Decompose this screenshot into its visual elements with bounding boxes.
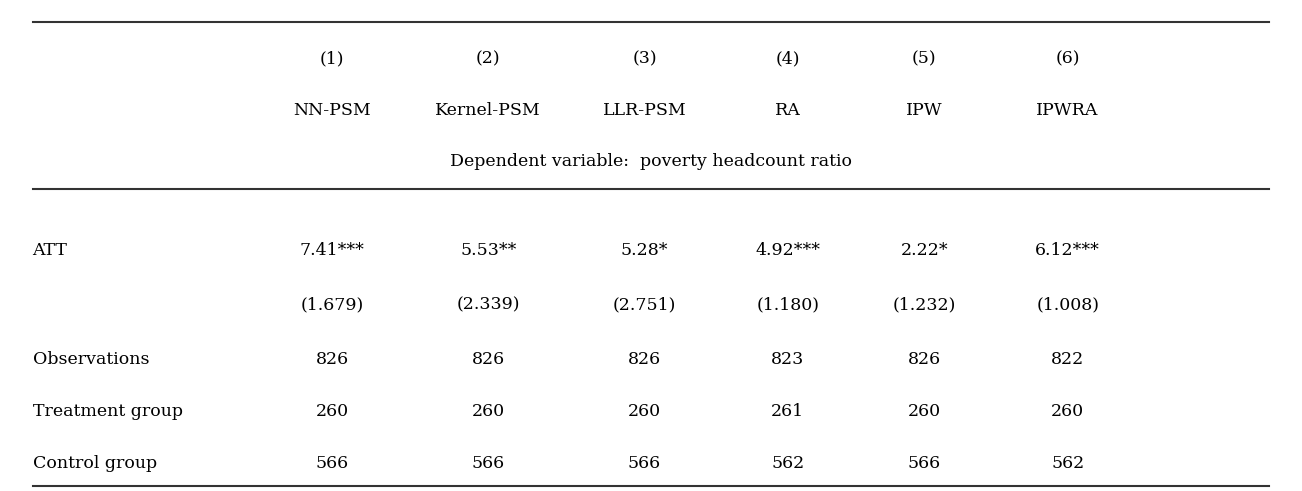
- Text: (1): (1): [320, 51, 344, 67]
- Text: 566: 566: [907, 456, 941, 472]
- Text: IPW: IPW: [906, 102, 943, 119]
- Text: (2): (2): [477, 51, 500, 67]
- Text: ATT: ATT: [33, 242, 68, 259]
- Text: Treatment group: Treatment group: [33, 403, 182, 420]
- Text: 5.28*: 5.28*: [621, 242, 668, 259]
- Text: 261: 261: [771, 403, 805, 420]
- Text: 260: 260: [471, 403, 505, 420]
- Text: 5.53**: 5.53**: [460, 242, 517, 259]
- Text: (1.008): (1.008): [1036, 296, 1099, 313]
- Text: 822: 822: [1051, 351, 1085, 368]
- Text: (5): (5): [913, 51, 936, 67]
- Text: 562: 562: [771, 456, 805, 472]
- Text: Kernel-PSM: Kernel-PSM: [435, 102, 542, 119]
- Text: 260: 260: [315, 403, 349, 420]
- Text: (4): (4): [776, 51, 799, 67]
- Text: (3): (3): [633, 51, 656, 67]
- Text: 2.22*: 2.22*: [901, 242, 948, 259]
- Text: 562: 562: [1051, 456, 1085, 472]
- Text: 566: 566: [628, 456, 661, 472]
- Text: 260: 260: [1051, 403, 1085, 420]
- Text: 566: 566: [315, 456, 349, 472]
- Text: (2.751): (2.751): [613, 296, 676, 313]
- Text: Dependent variable:  poverty headcount ratio: Dependent variable: poverty headcount ra…: [450, 153, 852, 169]
- Text: Observations: Observations: [33, 351, 148, 368]
- Text: 826: 826: [907, 351, 941, 368]
- Text: 260: 260: [907, 403, 941, 420]
- Text: 6.12***: 6.12***: [1035, 242, 1100, 259]
- Text: (1.232): (1.232): [893, 296, 956, 313]
- Text: (1.180): (1.180): [756, 296, 819, 313]
- Text: 826: 826: [471, 351, 505, 368]
- Text: 566: 566: [471, 456, 505, 472]
- Text: 826: 826: [315, 351, 349, 368]
- Text: 7.41***: 7.41***: [299, 242, 365, 259]
- Text: LLR-PSM: LLR-PSM: [603, 102, 686, 119]
- Text: 4.92***: 4.92***: [755, 242, 820, 259]
- Text: (6): (6): [1056, 51, 1079, 67]
- Text: NN-PSM: NN-PSM: [293, 102, 371, 119]
- Text: (2.339): (2.339): [457, 296, 519, 313]
- Text: (1.679): (1.679): [301, 296, 363, 313]
- Text: RA: RA: [775, 102, 801, 119]
- Text: Control group: Control group: [33, 456, 156, 472]
- Text: 826: 826: [628, 351, 661, 368]
- Text: 823: 823: [771, 351, 805, 368]
- Text: 260: 260: [628, 403, 661, 420]
- Text: IPWRA: IPWRA: [1036, 102, 1099, 119]
